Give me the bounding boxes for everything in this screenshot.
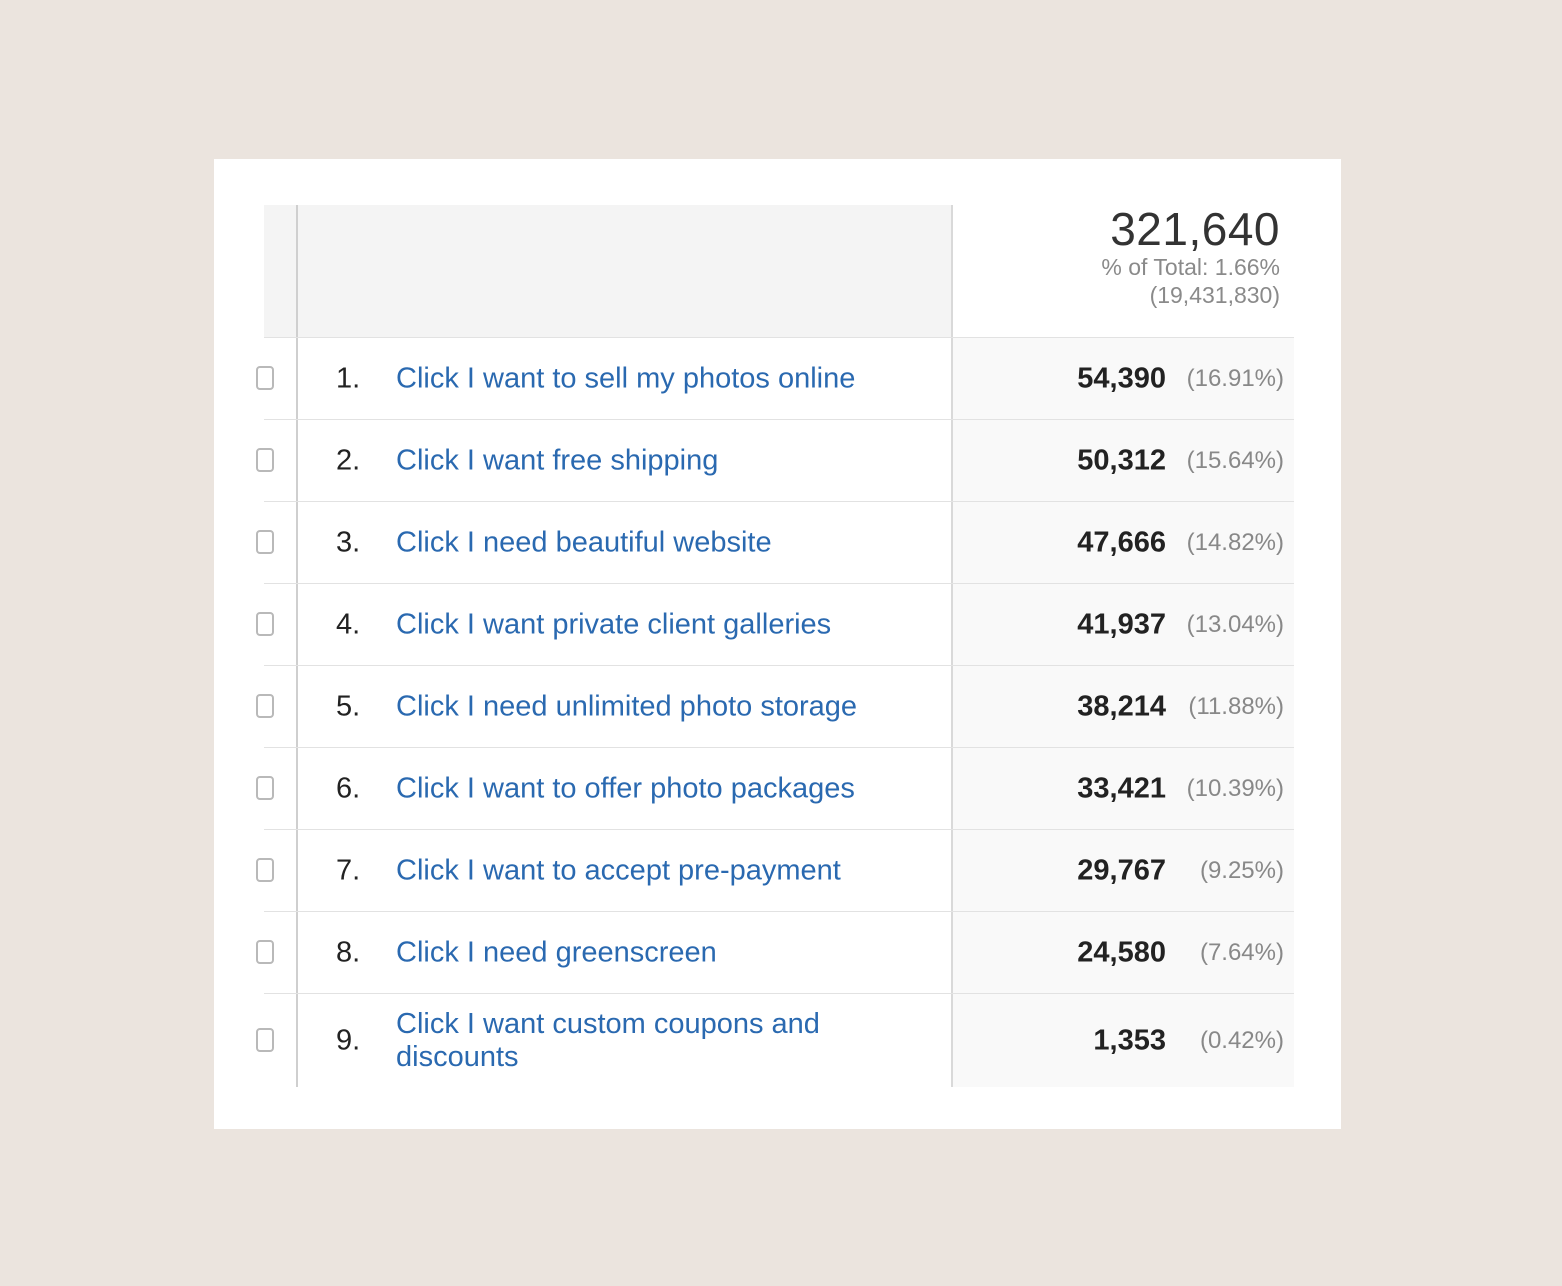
metric-percent: (15.64%) bbox=[1186, 446, 1284, 474]
metric-column-header: 321,640 % of Total: 1.66% (19,431,830) bbox=[953, 205, 1280, 337]
event-label-link[interactable]: Click I need unlimited photo storage bbox=[396, 690, 858, 722]
table-row: 5. Click I need unlimited photo storage … bbox=[256, 666, 1294, 748]
metric-cell: 29,767 (9.25%) bbox=[953, 830, 1294, 911]
row-checkbox[interactable] bbox=[256, 857, 274, 882]
row-checkbox[interactable] bbox=[256, 365, 274, 390]
dimension-cell: 5. Click I need unlimited photo storage bbox=[298, 666, 953, 747]
metric-cell: 47,666 (14.82%) bbox=[953, 502, 1294, 583]
metric-value: 41,937 bbox=[1077, 608, 1166, 640]
table-row: 8. Click I need greenscreen 24,580 (7.64… bbox=[256, 912, 1294, 994]
row-rank: 8. bbox=[336, 936, 361, 968]
event-label-link[interactable]: Click I want to offer photo packages bbox=[396, 772, 855, 804]
percent-of-total: % of Total: 1.66% bbox=[1101, 254, 1280, 280]
table-row: 2. Click I want free shipping 50,312 (15… bbox=[256, 420, 1294, 502]
table-row: 4. Click I want private client galleries… bbox=[256, 584, 1294, 666]
event-label-link[interactable]: Click I need greenscreen bbox=[396, 936, 717, 968]
row-rank: 5. bbox=[336, 690, 361, 722]
metric-value: 29,767 bbox=[1077, 854, 1166, 886]
checkbox-column-header bbox=[264, 205, 298, 337]
row-rank: 3. bbox=[336, 526, 361, 558]
row-rank: 4. bbox=[336, 608, 361, 640]
metric-percent: (11.88%) bbox=[1188, 692, 1284, 720]
metric-cell: 50,312 (15.64%) bbox=[953, 420, 1294, 501]
event-label-link[interactable]: Click I want to sell my photos online bbox=[396, 362, 856, 394]
row-checkbox[interactable] bbox=[256, 611, 274, 636]
metric-cell: 54,390 (16.91%) bbox=[953, 338, 1294, 419]
dimension-cell: 2. Click I want free shipping bbox=[298, 420, 953, 501]
metric-value: 33,421 bbox=[1077, 772, 1166, 804]
table-header: 321,640 % of Total: 1.66% (19,431,830) bbox=[264, 205, 1294, 338]
dimension-column-header bbox=[298, 205, 953, 337]
metric-cell: 33,421 (10.39%) bbox=[953, 748, 1294, 829]
row-rank: 2. bbox=[336, 444, 361, 476]
row-checkbox[interactable] bbox=[256, 939, 274, 964]
event-label-link[interactable]: Click I want free shipping bbox=[396, 444, 719, 476]
dimension-cell: 8. Click I need greenscreen bbox=[298, 912, 953, 993]
metric-cell: 41,937 (13.04%) bbox=[953, 584, 1294, 665]
metric-percent: (7.64%) bbox=[1199, 938, 1284, 966]
table-row: 3. Click I need beautiful website 47,666… bbox=[256, 502, 1294, 584]
metric-percent: (9.25%) bbox=[1199, 856, 1284, 884]
metric-percent: (13.04%) bbox=[1186, 610, 1284, 638]
dimension-cell: 1. Click I want to sell my photos online bbox=[298, 338, 953, 419]
metric-cell: 38,214 (11.88%) bbox=[953, 666, 1294, 747]
row-checkbox[interactable] bbox=[256, 529, 274, 554]
event-label-link[interactable]: Click I need beautiful website bbox=[396, 526, 772, 558]
row-rank: 6. bbox=[336, 772, 361, 804]
metric-percent: (16.91%) bbox=[1186, 364, 1284, 392]
row-checkbox[interactable] bbox=[256, 693, 274, 718]
metric-value: 1,353 bbox=[1093, 1024, 1166, 1056]
row-checkbox[interactable] bbox=[256, 447, 274, 472]
metric-value: 38,214 bbox=[1077, 690, 1166, 722]
metric-cell: 1,353 (0.42%) bbox=[953, 994, 1294, 1087]
row-rank: 7. bbox=[336, 854, 361, 886]
row-checkbox[interactable] bbox=[256, 1027, 274, 1052]
metric-value: 24,580 bbox=[1077, 936, 1166, 968]
table-row: 7. Click I want to accept pre-payment 29… bbox=[256, 830, 1294, 912]
metric-percent: (14.82%) bbox=[1186, 528, 1284, 556]
metric-value: 54,390 bbox=[1077, 362, 1166, 394]
metric-percent: (10.39%) bbox=[1186, 774, 1284, 802]
metric-percent: (0.42%) bbox=[1199, 1026, 1284, 1054]
table-row: 1. Click I want to sell my photos online… bbox=[256, 338, 1294, 420]
grand-total: (19,431,830) bbox=[1149, 282, 1280, 308]
dimension-cell: 6. Click I want to offer photo packages bbox=[298, 748, 953, 829]
metric-value: 50,312 bbox=[1077, 444, 1166, 476]
row-checkbox[interactable] bbox=[256, 775, 274, 800]
metric-value: 47,666 bbox=[1077, 526, 1166, 558]
dimension-cell: 3. Click I need beautiful website bbox=[298, 502, 953, 583]
dimension-cell: 9. Click I want custom coupons and disco… bbox=[298, 994, 953, 1087]
row-rank: 1. bbox=[336, 362, 361, 394]
total-value: 321,640 bbox=[1110, 203, 1280, 255]
dimension-cell: 7. Click I want to accept pre-payment bbox=[298, 830, 953, 911]
events-table: 321,640 % of Total: 1.66% (19,431,830) 1… bbox=[256, 205, 1294, 1087]
event-label-link[interactable]: Click I want to accept pre-payment bbox=[396, 854, 841, 886]
event-label-link[interactable]: Click I want custom coupons and discount… bbox=[396, 1007, 820, 1073]
table-row: 9. Click I want custom coupons and disco… bbox=[256, 994, 1294, 1087]
table-row: 6. Click I want to offer photo packages … bbox=[256, 748, 1294, 830]
dimension-cell: 4. Click I want private client galleries bbox=[298, 584, 953, 665]
row-rank: 9. bbox=[336, 1024, 361, 1056]
event-label-link[interactable]: Click I want private client galleries bbox=[396, 608, 832, 640]
metric-cell: 24,580 (7.64%) bbox=[953, 912, 1294, 993]
